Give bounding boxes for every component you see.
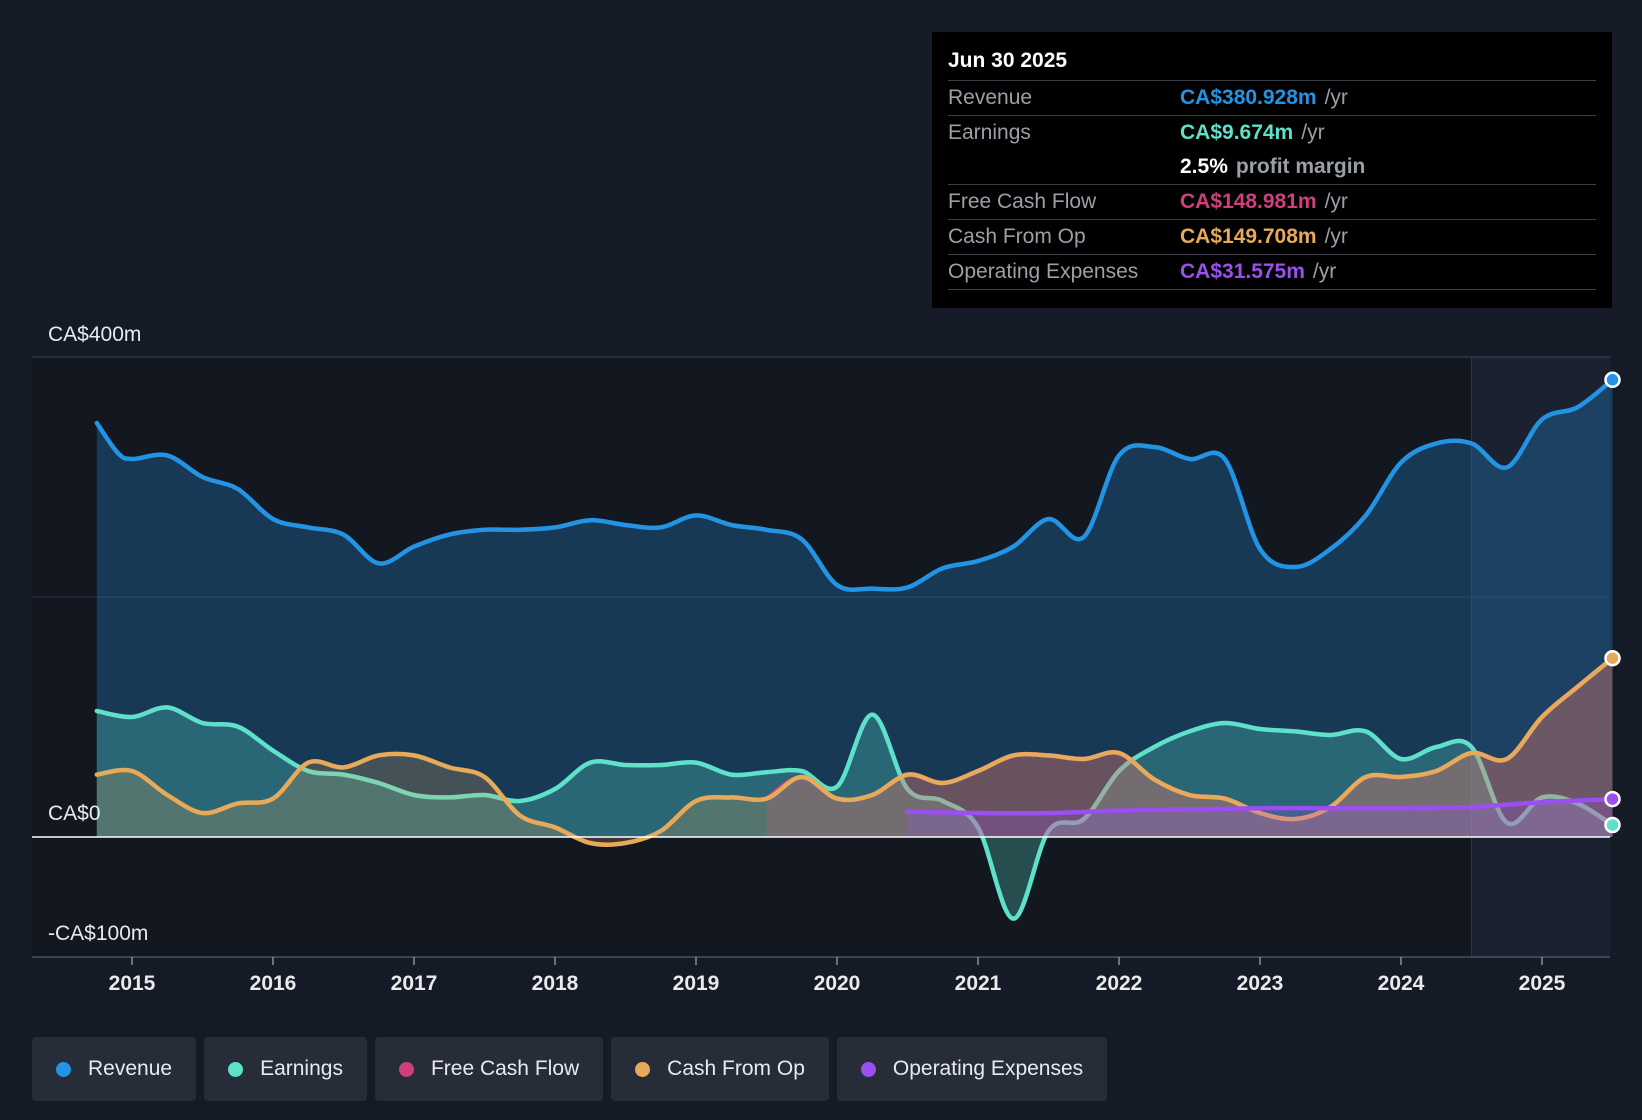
legend-item-earnings[interactable]: Earnings [204, 1037, 367, 1101]
x-tick-label: 2023 [1237, 972, 1284, 995]
tooltip-row-operating-expenses: Operating Expenses CA$31.575m /yr [948, 255, 1596, 290]
earnings-line [94, 705, 1615, 921]
legend-dot-icon [860, 1061, 876, 1077]
legend-label: Free Cash Flow [430, 1057, 580, 1080]
tooltip-row-free-cash-flow: Free Cash Flow CA$148.981m /yr [948, 185, 1596, 220]
x-tick-label: 2020 [814, 972, 861, 995]
tooltip-label: Revenue [948, 86, 1033, 109]
legend-dot-icon [635, 1061, 651, 1077]
x-tick-label: 2016 [250, 972, 297, 995]
legend-item-operating-expenses[interactable]: Operating Expenses [836, 1037, 1108, 1101]
tooltip-label: Cash From Op [948, 225, 1086, 248]
legend-label: Earnings [260, 1057, 343, 1080]
legend-dot-icon [398, 1061, 414, 1077]
tooltip-value: CA$149.708m [1180, 225, 1317, 248]
tooltip-value: 2.5% [1180, 155, 1228, 178]
tooltip-value: CA$380.928m [1180, 86, 1317, 109]
legend-label: Revenue [88, 1057, 173, 1080]
tooltip-row-revenue: Revenue CA$380.928m /yr [948, 81, 1596, 116]
tooltip-date: Jun 30 2025 [948, 46, 1596, 81]
legend-label: Cash From Op [667, 1057, 805, 1080]
tooltip-row-profit-margin: 2.5% profit margin [948, 150, 1596, 185]
tooltip-unit: /yr [1324, 225, 1348, 248]
tooltip-label [948, 150, 1180, 184]
y-axis-label: CA$400m [48, 323, 141, 346]
legend-item-cash-from-op[interactable]: Cash From Op [611, 1037, 829, 1101]
x-tick-label: 2021 [955, 972, 1002, 995]
tooltip-unit: /yr [1324, 86, 1348, 109]
tooltip-row-earnings: Earnings CA$9.674m /yr [948, 116, 1596, 150]
legend-dot-icon [56, 1061, 71, 1077]
plot-background [32, 357, 1610, 957]
tooltip-unit: /yr [1312, 260, 1337, 283]
tooltip-label: Free Cash Flow [948, 190, 1097, 213]
earnings-area [96, 707, 1613, 919]
cash-from-op-end-marker [1604, 649, 1621, 667]
tooltip-value: CA$9.674m [1180, 121, 1294, 144]
cash-from-op-area [96, 658, 1613, 845]
legend-item-free-cash-flow[interactable]: Free Cash Flow [374, 1037, 604, 1101]
legend-label: Operating Expenses [892, 1057, 1084, 1080]
y-axis-label: CA$0 [48, 802, 101, 825]
legend-dot-icon [228, 1061, 244, 1077]
tooltip-unit: /yr [1324, 190, 1348, 213]
tooltip-unit: profit margin [1235, 155, 1366, 178]
revenue-line [94, 377, 1615, 592]
operating-expenses-line [905, 796, 1615, 816]
x-tick-label: 2015 [109, 972, 156, 995]
x-tick-label: 2019 [673, 972, 720, 995]
x-tick-label: 2022 [1096, 972, 1143, 995]
operating-expenses-end-marker [1604, 790, 1621, 808]
tooltip-value: CA$148.981m [1180, 190, 1317, 213]
tooltip-label: Earnings [948, 121, 1031, 144]
revenue-end-marker [1604, 371, 1621, 389]
tooltip-panel: Jun 30 2025 Revenue CA$380.928m /yr Earn… [932, 32, 1612, 308]
cash-from-op-line [94, 655, 1615, 847]
tooltip-row-cash-from-op: Cash From Op CA$149.708m /yr [948, 220, 1596, 255]
free-cash-flow-area [766, 658, 1613, 837]
tooltip-label: Operating Expenses [948, 260, 1139, 283]
y-axis-label: -CA$100m [48, 922, 148, 945]
tooltip-unit: /yr [1301, 121, 1325, 144]
legend-item-revenue[interactable]: Revenue [32, 1037, 197, 1101]
x-tick-label: 2024 [1378, 972, 1425, 995]
earnings-end-marker [1604, 816, 1621, 834]
x-tick-label: 2025 [1519, 972, 1566, 995]
highlight-band [1471, 357, 1610, 957]
tooltip-value: CA$31.575m [1180, 260, 1305, 283]
x-tick-label: 2018 [532, 972, 579, 995]
x-tick-label: 2017 [391, 972, 438, 995]
legend: Revenue Earnings Free Cash Flow Cash Fro… [32, 1037, 1108, 1101]
